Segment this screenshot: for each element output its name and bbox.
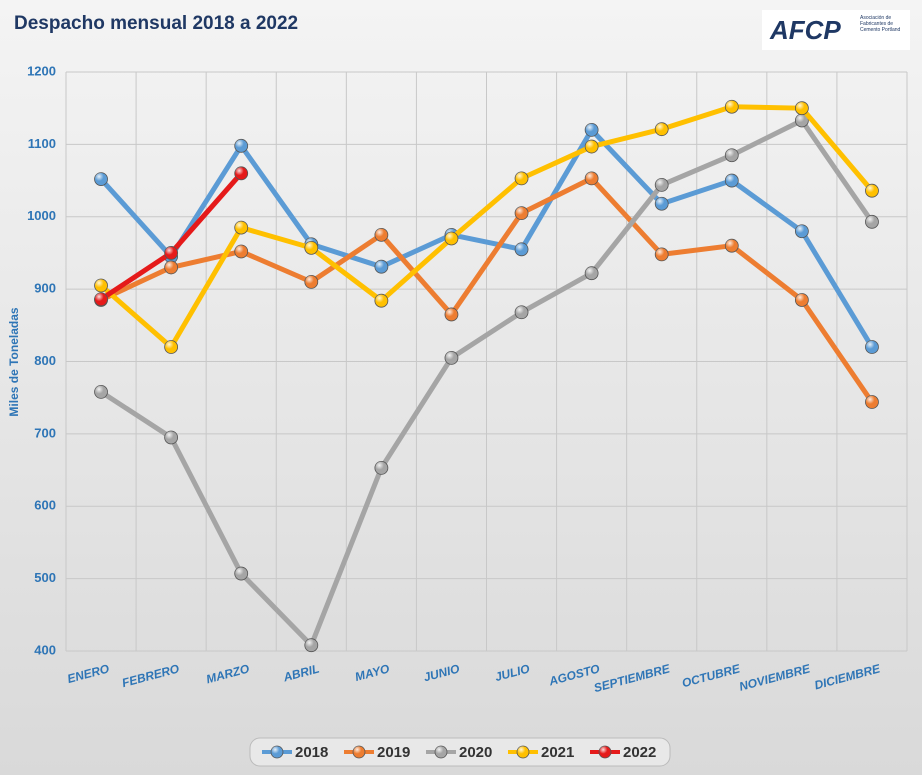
y-axis-label: Miles de Toneladas xyxy=(7,307,21,416)
point-shine xyxy=(374,260,388,274)
legend-shine xyxy=(435,746,447,758)
point-shine xyxy=(444,351,458,365)
y-tick-label: 1200 xyxy=(27,63,56,78)
point-shine xyxy=(865,395,879,409)
point-shine xyxy=(655,122,669,136)
point-shine xyxy=(304,275,318,289)
legend-box xyxy=(249,737,671,767)
point-shine xyxy=(655,247,669,261)
logo-sub: Asociación de Fabricantes de Cemento Por… xyxy=(860,15,901,33)
point-shine xyxy=(515,242,529,256)
series-line xyxy=(98,175,875,405)
y-tick-label: 700 xyxy=(34,425,56,440)
point-shine xyxy=(94,172,108,186)
point-shine xyxy=(94,292,108,306)
point-shine xyxy=(795,101,809,115)
point-shine xyxy=(865,215,879,229)
point-shine xyxy=(164,340,178,354)
y-tick-label: 500 xyxy=(34,570,56,585)
series-line xyxy=(98,104,875,350)
legend-shine xyxy=(353,746,365,758)
point-shine xyxy=(94,385,108,399)
point-shine xyxy=(655,178,669,192)
point-shine xyxy=(515,206,529,220)
legend-label: 2022 xyxy=(623,744,656,761)
y-tick-label: 400 xyxy=(34,642,56,657)
point-shine xyxy=(164,260,178,274)
series-line xyxy=(98,127,875,350)
point-shine xyxy=(304,638,318,652)
point-shine xyxy=(515,305,529,319)
legend-label: 2019 xyxy=(377,744,410,761)
legend-shine xyxy=(271,746,283,758)
point-shine xyxy=(374,461,388,475)
point-shine xyxy=(234,567,248,581)
logo-name: AFCP xyxy=(769,15,841,45)
point-shine xyxy=(795,293,809,307)
point-shine xyxy=(234,139,248,153)
point-shine xyxy=(164,246,178,260)
point-shine xyxy=(865,184,879,198)
point-shine xyxy=(585,140,599,154)
point-shine xyxy=(374,294,388,308)
legend-shine xyxy=(517,746,529,758)
point-shine xyxy=(374,228,388,242)
point-shine xyxy=(655,197,669,211)
point-shine xyxy=(795,113,809,127)
y-tick-label: 1000 xyxy=(27,208,56,223)
point-shine xyxy=(234,166,248,180)
legend-shine xyxy=(599,746,611,758)
point-shine xyxy=(234,244,248,258)
point-shine xyxy=(444,307,458,321)
point-shine xyxy=(795,224,809,238)
series-line xyxy=(98,117,875,648)
point-shine xyxy=(444,231,458,245)
point-shine xyxy=(164,430,178,444)
point-shine xyxy=(515,171,529,185)
logo: AFCP Asociación de Fabricantes de Cement… xyxy=(762,10,910,50)
point-shine xyxy=(585,171,599,185)
logo-box xyxy=(762,10,910,50)
point-shine xyxy=(725,239,739,253)
chart-title: Despacho mensual 2018 a 2022 xyxy=(14,13,298,34)
legend-label: 2018 xyxy=(295,744,328,761)
point-shine xyxy=(94,279,108,293)
point-shine xyxy=(725,148,739,162)
legend-label: 2021 xyxy=(541,744,574,761)
y-tick-label: 800 xyxy=(34,353,56,368)
point-shine xyxy=(585,123,599,137)
legend-label: 2020 xyxy=(459,744,492,761)
point-shine xyxy=(865,340,879,354)
point-shine xyxy=(585,266,599,280)
point-shine xyxy=(234,221,248,235)
point-shine xyxy=(725,100,739,114)
point-shine xyxy=(725,174,739,188)
point-shine xyxy=(304,241,318,255)
y-tick-label: 900 xyxy=(34,281,56,296)
y-tick-label: 600 xyxy=(34,498,56,513)
logo-subtitle: Asociación de Fabricantes de Cemento Por… xyxy=(860,15,901,33)
y-tick-label: 1100 xyxy=(28,136,56,151)
